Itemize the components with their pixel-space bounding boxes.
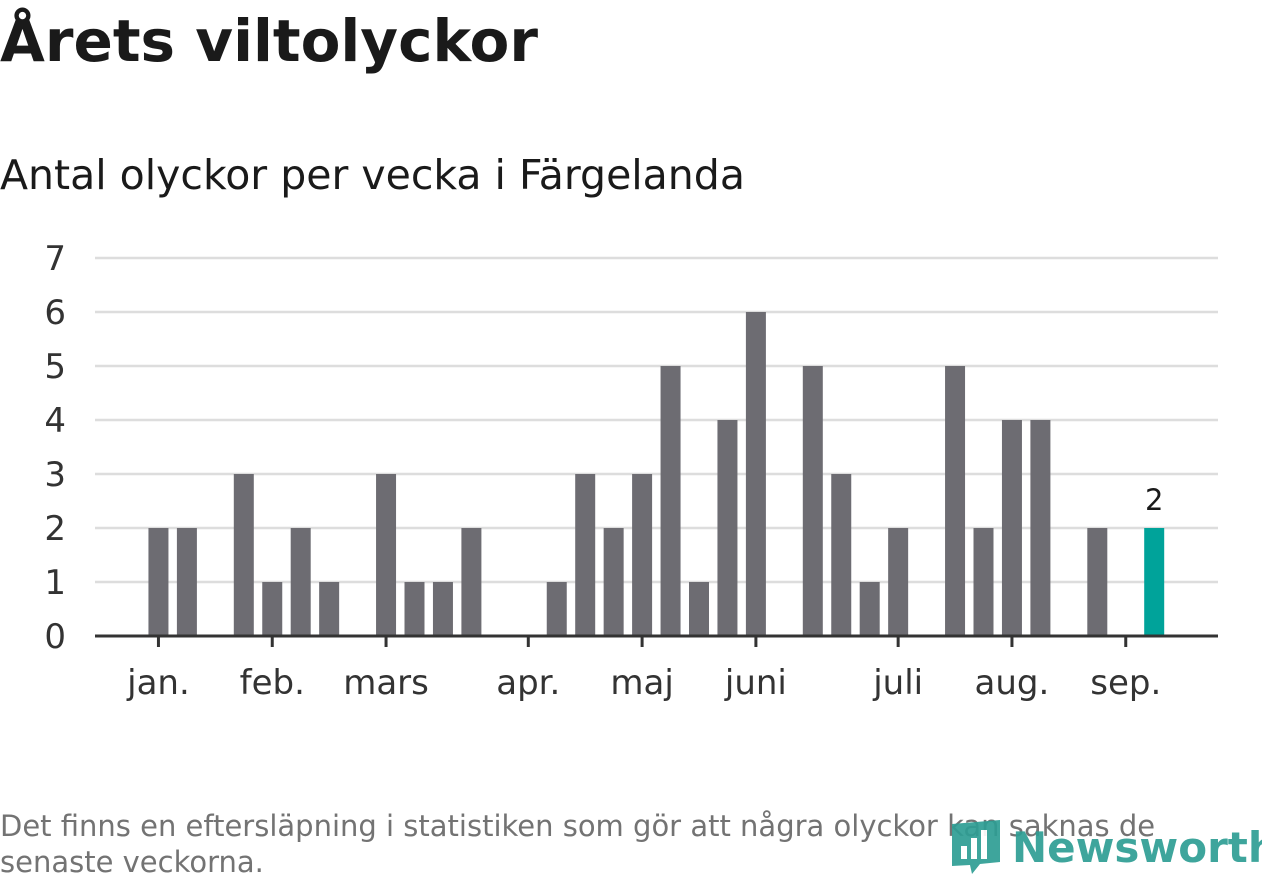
x-tick-label: juni (724, 663, 787, 703)
x-tick-label: aug. (975, 663, 1050, 703)
x-tick-label: jan. (126, 663, 190, 703)
x-axis: jan. feb. mars apr. maj juni juli aug. sep. (95, 634, 1218, 703)
bar (1001, 420, 1022, 636)
bar (802, 366, 823, 636)
y-tick-label: 2 (44, 509, 66, 549)
bar (632, 474, 653, 636)
y-tick-label: 0 (44, 617, 66, 657)
logo-icon (952, 820, 1000, 874)
x-tick-label: juli (872, 663, 923, 703)
bar (745, 312, 766, 636)
bar (575, 474, 596, 636)
bar (945, 366, 966, 636)
logo-text: Newsworthy (1012, 822, 1262, 872)
bar (660, 366, 681, 636)
bar (176, 528, 197, 636)
bar (689, 582, 709, 636)
x-tick-label: sep. (1090, 663, 1161, 703)
bar (888, 528, 909, 636)
bars (148, 312, 1165, 636)
data-labels: 2 (1145, 483, 1163, 517)
bar (831, 474, 852, 636)
bar (1087, 528, 1108, 636)
y-tick-label: 7 (44, 239, 66, 279)
bar (148, 528, 169, 636)
bar (461, 528, 482, 636)
y-tick-label: 6 (44, 293, 66, 333)
bar (603, 528, 624, 636)
bar (717, 420, 738, 636)
x-tick-label: feb. (240, 663, 305, 703)
bar (319, 582, 340, 636)
y-tick-label: 3 (44, 455, 66, 495)
y-tick-label: 1 (44, 563, 66, 603)
data-label: 2 (1145, 483, 1163, 517)
bar (290, 528, 311, 636)
bar (262, 582, 283, 636)
x-tick-label: mars (343, 663, 429, 703)
chart-subtitle: Antal olyckor per vecka i Färgelanda (0, 151, 745, 199)
bar (1030, 420, 1051, 636)
bar-chart: 0 1 2 3 4 5 6 7 jan. feb. mars apr. maj juni juli aug.… (44, 239, 1218, 703)
bar (404, 582, 425, 636)
newsworthy-logo: Newsworthy (950, 818, 1262, 876)
bar (973, 528, 994, 636)
bar (376, 474, 397, 636)
x-tick-label: apr. (496, 663, 560, 703)
highlight-bar (1144, 528, 1165, 636)
bar (432, 582, 453, 636)
bar (546, 582, 567, 636)
x-tick-label: maj (610, 663, 673, 703)
y-tick-label: 5 (44, 347, 66, 387)
y-tick-label: 4 (44, 401, 66, 441)
bar (859, 582, 880, 636)
bar (233, 474, 254, 636)
chart-title: Årets viltolyckor (0, 7, 538, 75)
